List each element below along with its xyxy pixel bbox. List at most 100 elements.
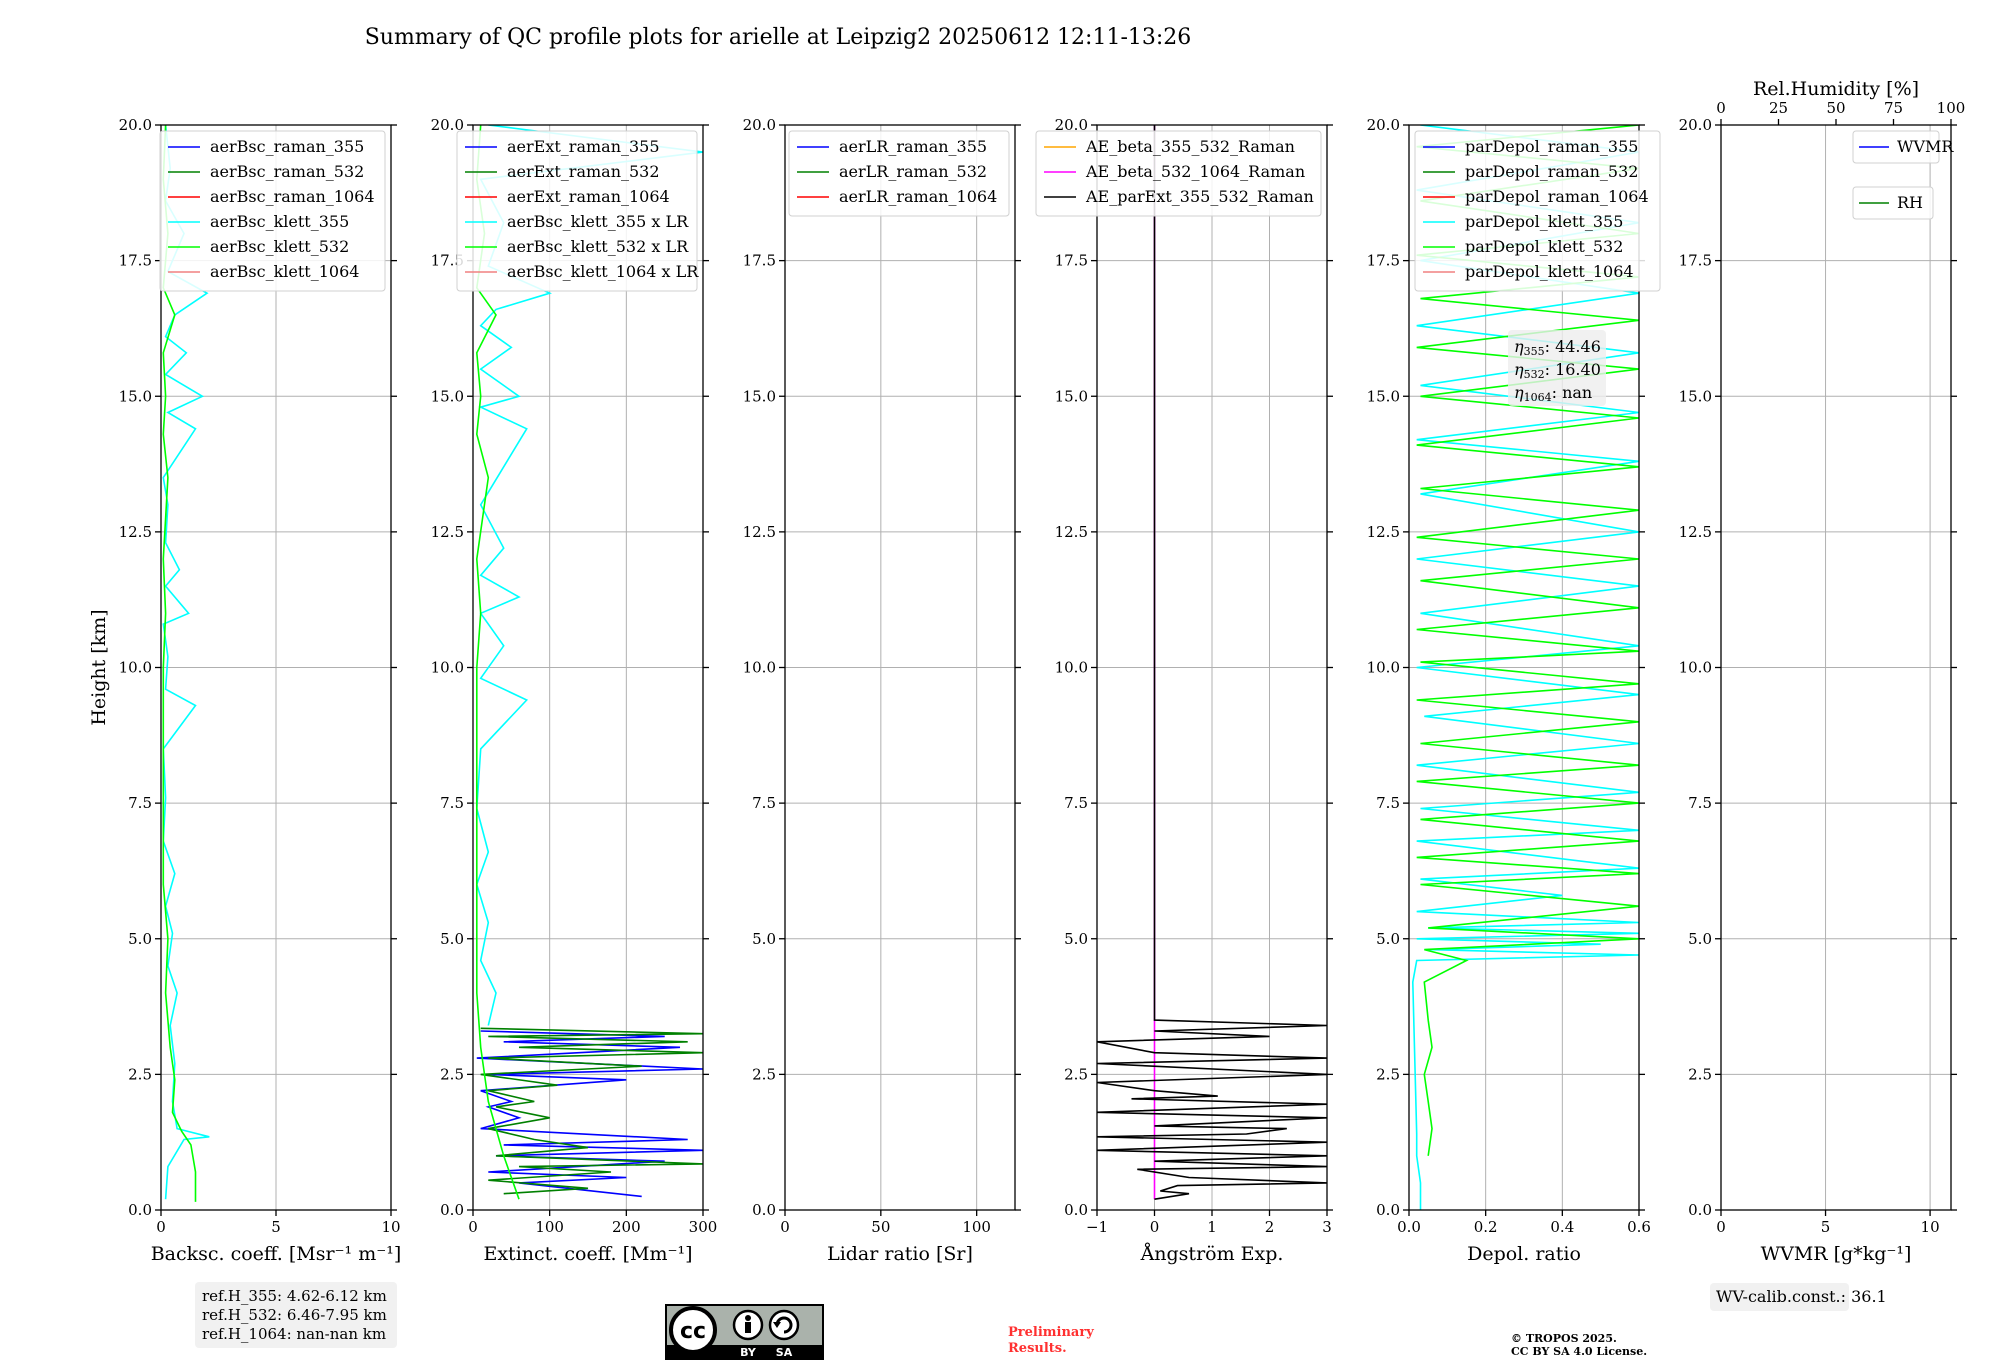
y-axis-label: Height [km] xyxy=(88,609,110,725)
eta-symbol: η xyxy=(1514,383,1524,402)
y-tick-label: 17.5 xyxy=(119,252,152,270)
legend-entry: aerLR_raman_355 xyxy=(839,137,987,156)
y-tick-label: 0.0 xyxy=(1376,1201,1400,1219)
legend-box xyxy=(788,130,1010,217)
y-tick-label: 20.0 xyxy=(1679,116,1712,134)
x-axis-label: Lidar ratio [Sr] xyxy=(827,1243,973,1265)
x-tick-label: 0 xyxy=(780,1218,790,1236)
chart-panel-1: 0.0 2.5 5.0 7.5 10.0 12.5 15.0 17.5 20.0 0 5 10 Back… xyxy=(88,116,401,1265)
legend-entry: parDepol_raman_1064 xyxy=(1465,187,1649,206)
x-tick-label: 0 xyxy=(156,1218,166,1236)
x-axis-label: Depol. ratio xyxy=(1467,1243,1581,1265)
eta-label: η1064: nan xyxy=(1514,383,1592,404)
legend-box xyxy=(1414,130,1661,292)
y-tick-label: 5.0 xyxy=(1688,930,1712,948)
x2-tick-label: 100 xyxy=(1937,99,1966,117)
x-tick-label: 0.4 xyxy=(1550,1218,1574,1236)
series-line-ae-parext-355-532-raman xyxy=(1097,125,1327,1200)
ref-height-532: ref.H_532: 6.46-7.95 km xyxy=(202,1306,387,1324)
x-tick-label: 0 xyxy=(1716,1218,1726,1236)
eta-symbol: η xyxy=(1514,360,1524,379)
x-tick-label: 0.6 xyxy=(1627,1218,1651,1236)
x-tick-label: 0.2 xyxy=(1474,1218,1498,1236)
y-tick-label: 7.5 xyxy=(1064,794,1088,812)
by-label: BY xyxy=(740,1346,757,1359)
legend-box xyxy=(1852,186,1934,220)
y-tick-label: 10.0 xyxy=(1679,659,1712,677)
y-tick-label: 17.5 xyxy=(1055,252,1088,270)
y-tick-label: 0.0 xyxy=(440,1201,464,1219)
legend-entry: AE_beta_355_532_Raman xyxy=(1085,137,1295,156)
eta-subscript: 1064 xyxy=(1524,391,1552,404)
legend-entry: aerBsc_klett_532 xyxy=(210,237,349,256)
legend-entry: aerBsc_raman_532 xyxy=(210,162,364,181)
y-tick-label: 2.5 xyxy=(440,1065,464,1083)
legend-box xyxy=(456,130,698,292)
legend-entry: parDepol_klett_532 xyxy=(1465,237,1623,256)
legend-box xyxy=(159,130,386,292)
eta-value: : 44.46 xyxy=(1545,337,1601,356)
legend-entry: parDepol_klett_355 xyxy=(1465,212,1623,231)
legend-entry: aerBsc_raman_355 xyxy=(210,137,364,156)
legend-entry: aerBsc_raman_1064 xyxy=(210,187,375,206)
legend-entry: parDepol_raman_532 xyxy=(1465,162,1638,181)
legend-entry: AE_beta_532_1064_Raman xyxy=(1085,162,1305,181)
y-tick-label: 7.5 xyxy=(440,794,464,812)
x-tick-label: 100 xyxy=(535,1218,564,1236)
y-tick-label: 5.0 xyxy=(128,930,152,948)
y-tick-label: 7.5 xyxy=(1688,794,1712,812)
y-tick-label: 20.0 xyxy=(1055,116,1088,134)
wv-calib-const: WV-calib.const.: 36.1 xyxy=(1716,1287,1887,1306)
y-tick-label: 12.5 xyxy=(1679,523,1712,541)
eta-value: : 16.40 xyxy=(1545,360,1601,379)
y-tick-label: 15.0 xyxy=(1055,387,1088,405)
y-tick-label: 15.0 xyxy=(431,387,464,405)
chart-panel-4: 0.0 2.5 5.0 7.5 10.0 12.5 15.0 17.5 20.0 −1 0 1 2 3 Ån… xyxy=(1035,116,1333,1265)
legend-box xyxy=(1852,130,1940,164)
x-axis-label: Extinct. coeff. [Mm⁻¹] xyxy=(483,1243,692,1265)
share-alike-icon xyxy=(768,1309,800,1341)
y-tick-label: 12.5 xyxy=(1367,523,1400,541)
eta-box xyxy=(1508,330,1606,406)
y-tick-label: 0.0 xyxy=(752,1201,776,1219)
legend-entry: aerLR_raman_532 xyxy=(839,162,987,181)
series-line-aerext-raman-355 xyxy=(476,1030,703,1198)
sa-label: SA xyxy=(776,1346,793,1359)
legend-box xyxy=(1035,130,1322,217)
y-tick-label: 10.0 xyxy=(1367,659,1400,677)
y-tick-label: 20.0 xyxy=(119,116,152,134)
copyright-line-2: CC BY SA 4.0 License. xyxy=(1511,1345,1647,1358)
legend-entry: AE_parExt_355_532_Raman xyxy=(1085,187,1314,206)
y-tick-label: 10.0 xyxy=(431,659,464,677)
y-tick-label: 5.0 xyxy=(1376,930,1400,948)
x-axis-label: Backsc. coeff. [Msr⁻¹ m⁻¹] xyxy=(151,1243,402,1265)
y-tick-label: 17.5 xyxy=(1367,252,1400,270)
x2-axis-label: Rel.Humidity [%] xyxy=(1753,78,1919,100)
ref-heights-box: ref.H_355: 4.62-6.12 km ref.H_532: 6.46-… xyxy=(195,1282,397,1348)
y-tick-label: 5.0 xyxy=(752,930,776,948)
legend-entry: aerBsc_klett_1064 x LR xyxy=(507,262,699,281)
ref-height-1064: ref.H_1064: nan-nan km xyxy=(202,1325,386,1343)
x-tick-label: 0 xyxy=(1150,1218,1160,1236)
eta-label: η532: 16.40 xyxy=(1514,360,1601,381)
y-tick-label: 12.5 xyxy=(743,523,776,541)
series-line-pardepol-klett-532 xyxy=(1416,125,1639,1156)
x-axis-label: Ångström Exp. xyxy=(1140,1243,1284,1265)
preliminary-line-2: Results. xyxy=(1008,1341,1067,1356)
y-tick-label: 2.5 xyxy=(752,1065,776,1083)
y-tick-label: 7.5 xyxy=(1376,794,1400,812)
x-tick-label: 0.0 xyxy=(1397,1218,1421,1236)
x-tick-label: 1 xyxy=(1207,1218,1217,1236)
x2-tick-label: 50 xyxy=(1826,99,1845,117)
y-tick-label: 12.5 xyxy=(1055,523,1088,541)
legend-entry: aerBsc_klett_355 x LR xyxy=(507,212,689,231)
y-tick-label: 17.5 xyxy=(1679,252,1712,270)
x-tick-label: 10 xyxy=(1921,1218,1940,1236)
cc-by-sa-logo: cc BY SA xyxy=(665,1304,824,1360)
x-tick-label: 300 xyxy=(689,1218,718,1236)
figure-title: Summary of QC profile plots for arielle … xyxy=(365,25,1192,50)
y-tick-label: 20.0 xyxy=(431,116,464,134)
x-tick-label: 3 xyxy=(1322,1218,1332,1236)
series-line-aerbsc-klett-532 xyxy=(162,125,197,1202)
x-tick-label: 200 xyxy=(612,1218,641,1236)
